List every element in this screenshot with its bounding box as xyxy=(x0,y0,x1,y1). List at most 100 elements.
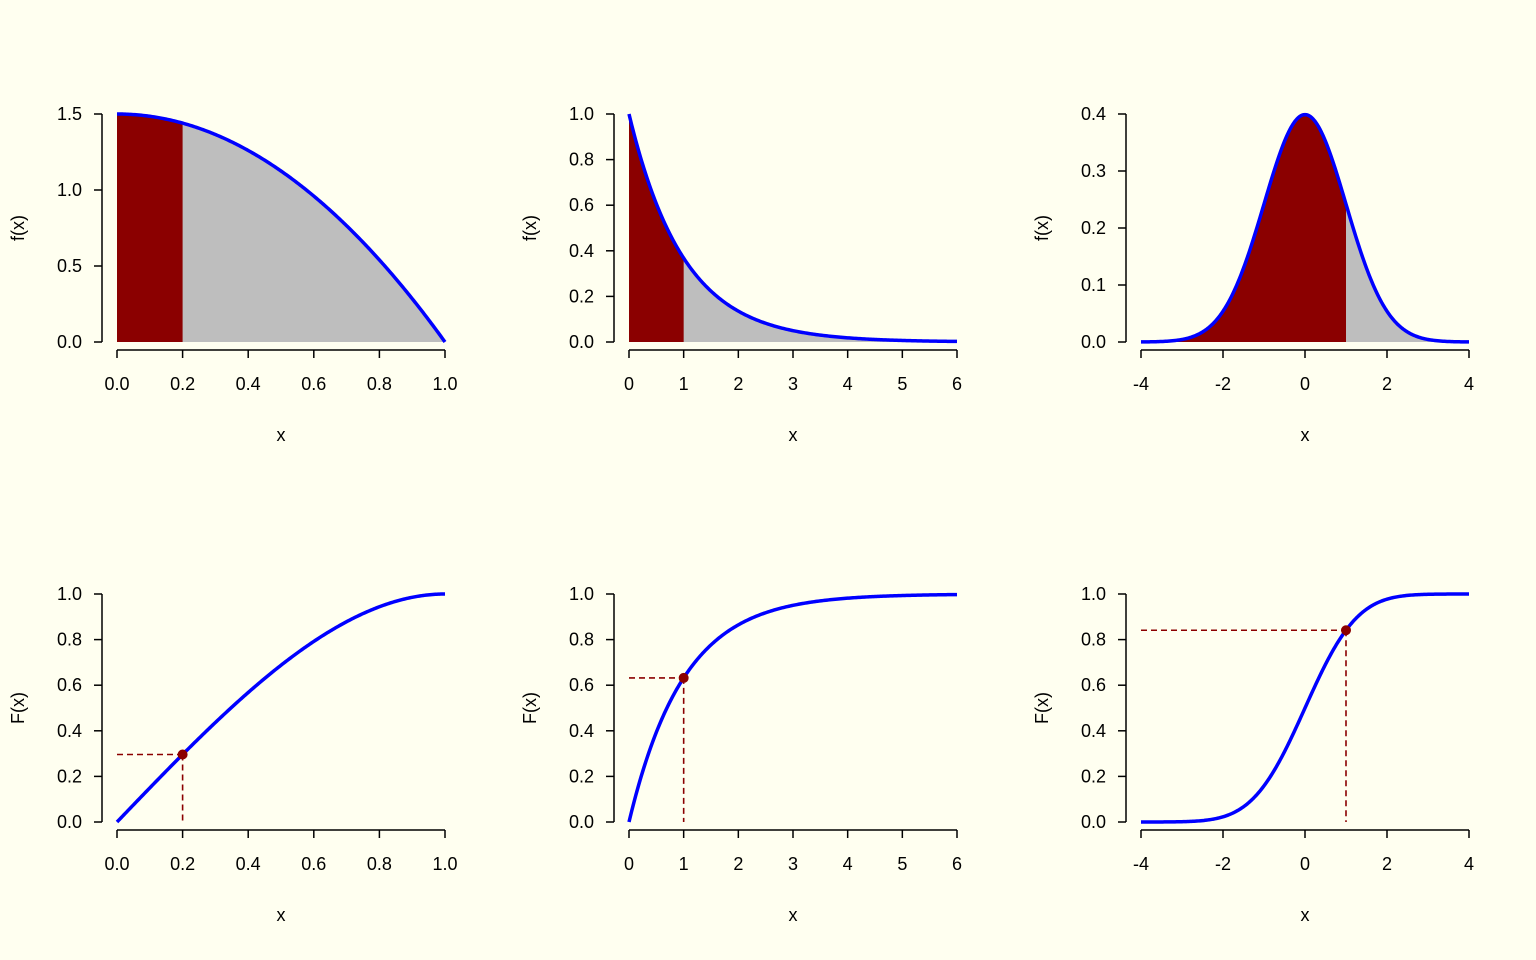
panel-pdf-2: 0 1 2 3 4 5 6 x 0.0 0.2 0.4 0.6 0.8 1.0 f(x) xyxy=(520,104,962,445)
y-tick-label: 0.0 xyxy=(569,332,594,352)
point-marker xyxy=(678,672,689,683)
y-axis-title: f(x) xyxy=(520,215,540,241)
x-tick-label: 4 xyxy=(843,854,853,874)
y-tick-label: 0.5 xyxy=(57,256,82,276)
y-tick-label: 0.2 xyxy=(1081,766,1106,786)
x-tick-label: -2 xyxy=(1215,374,1231,394)
panel-pdf-1: 0.0 0.2 0.4 0.6 0.8 1.0 x 0.0 0.5 1.0 1.5 f(x) xyxy=(8,104,458,445)
y-axis-title: F(x) xyxy=(520,692,540,724)
x-tick-label: 0.6 xyxy=(301,854,326,874)
x-tick-label: 1.0 xyxy=(432,374,457,394)
x-axis-title: x xyxy=(277,425,286,445)
point-marker xyxy=(1341,625,1351,636)
x-tick-label: 0.4 xyxy=(236,374,261,394)
x-tick-label: 4 xyxy=(1464,374,1474,394)
x-tick-label: 1.0 xyxy=(432,854,457,874)
y-tick-label: 0.8 xyxy=(569,630,594,650)
x-tick-label: 0 xyxy=(1300,374,1310,394)
curve-line xyxy=(1140,592,1470,824)
x-tick-label: 5 xyxy=(897,374,907,394)
y-tick-label: 0.4 xyxy=(569,721,594,741)
y-tick-label: 0.3 xyxy=(1081,161,1106,181)
y-tick-label: 0.6 xyxy=(569,195,594,215)
x-tick-label: 5 xyxy=(897,854,907,874)
panel-pdf-3: -4 -2 0 2 4 x 0.0 0.1 0.2 0.3 0.4 f(x) xyxy=(1032,104,1474,445)
x-tick-label: 0.8 xyxy=(367,854,392,874)
y-tick-label: 1.0 xyxy=(569,584,594,604)
y-tick-label: 0.8 xyxy=(1081,630,1106,650)
curve-line xyxy=(115,592,446,824)
point-marker xyxy=(177,749,188,760)
x-tick-label: -2 xyxy=(1215,854,1231,874)
y-tick-label: 0.8 xyxy=(57,630,82,650)
y-tick-label: 0.2 xyxy=(569,766,594,786)
x-axis-title: x xyxy=(1301,905,1310,925)
shaded-probability-area xyxy=(117,114,183,342)
x-tick-label: 2 xyxy=(1382,374,1392,394)
x-tick-label: 0.0 xyxy=(104,854,129,874)
x-tick-label: 0.4 xyxy=(236,854,261,874)
x-tick-label: 4 xyxy=(843,374,853,394)
x-tick-label: 0.8 xyxy=(367,374,392,394)
x-axis-title: x xyxy=(1301,425,1310,445)
y-tick-label: 0.0 xyxy=(57,332,82,352)
y-tick-label: 0.2 xyxy=(1081,218,1106,238)
y-tick-label: 0.0 xyxy=(57,812,82,832)
x-tick-label: 2 xyxy=(733,374,743,394)
x-tick-label: 1 xyxy=(679,854,689,874)
x-tick-label: 0.2 xyxy=(170,374,195,394)
y-tick-label: 1.0 xyxy=(1081,584,1106,604)
x-tick-label: 0 xyxy=(624,854,634,874)
x-tick-label: 0.0 xyxy=(104,374,129,394)
x-tick-label: -4 xyxy=(1133,374,1149,394)
panel-cdf-1: 0.0 0.2 0.4 0.6 0.8 1.0 x 0.0 0.2 0.4 0.6 0.8 1.0 F(x… xyxy=(8,584,458,925)
x-tick-label: 0.6 xyxy=(301,374,326,394)
y-tick-label: 0.1 xyxy=(1081,275,1106,295)
y-tick-label: 0.8 xyxy=(569,150,594,170)
y-tick-label: 0.4 xyxy=(569,241,594,261)
curve-line xyxy=(1140,112,1470,344)
panel-cdf-2: 0 1 2 3 4 5 6 x 0.0 0.2 0.4 0.6 0.8 1.0 F(x) xyxy=(520,584,962,925)
y-tick-label: 0.0 xyxy=(569,812,594,832)
y-tick-label: 0.4 xyxy=(57,721,82,741)
x-tick-label: 6 xyxy=(952,854,962,874)
y-tick-label: 0.0 xyxy=(1081,812,1106,832)
curve-line xyxy=(627,113,958,344)
shaded-probability-area xyxy=(629,114,684,342)
y-axis-title: f(x) xyxy=(1032,215,1052,241)
y-axis-title: F(x) xyxy=(8,692,28,724)
x-tick-label: 1 xyxy=(679,374,689,394)
y-tick-label: 0.4 xyxy=(1081,104,1106,124)
x-tick-label: 2 xyxy=(733,854,743,874)
x-tick-label: -4 xyxy=(1133,854,1149,874)
y-tick-label: 1.0 xyxy=(569,104,594,124)
y-tick-label: 0.6 xyxy=(57,675,82,695)
x-tick-label: 0 xyxy=(624,374,634,394)
x-tick-label: 6 xyxy=(952,374,962,394)
density-area xyxy=(117,114,445,342)
panel-cdf-3: -4 -2 0 2 4 x 0.0 0.2 0.4 0.6 0.8 1.0 F(x) xyxy=(1032,584,1474,925)
y-axis-title: f(x) xyxy=(8,215,28,241)
y-tick-label: 1.0 xyxy=(57,584,82,604)
x-axis-title: x xyxy=(789,905,798,925)
x-tick-label: 3 xyxy=(788,374,798,394)
curve-line xyxy=(116,112,447,344)
x-tick-label: 3 xyxy=(788,854,798,874)
x-axis-title: x xyxy=(277,905,286,925)
y-tick-label: 0.6 xyxy=(569,675,594,695)
y-tick-label: 1.0 xyxy=(57,180,82,200)
y-tick-label: 0.6 xyxy=(1081,675,1106,695)
x-tick-label: 4 xyxy=(1464,854,1474,874)
y-tick-label: 0.2 xyxy=(57,766,82,786)
y-tick-label: 0.4 xyxy=(1081,721,1106,741)
y-tick-label: 0.2 xyxy=(569,286,594,306)
y-tick-label: 0.0 xyxy=(1081,332,1106,352)
y-tick-label: 1.5 xyxy=(57,104,82,124)
x-tick-label: 0.2 xyxy=(170,854,195,874)
y-axis-title: F(x) xyxy=(1032,692,1052,724)
shaded-probability-area xyxy=(1141,114,1346,342)
x-axis-title: x xyxy=(789,425,798,445)
x-tick-label: 0 xyxy=(1300,854,1310,874)
x-tick-label: 2 xyxy=(1382,854,1392,874)
